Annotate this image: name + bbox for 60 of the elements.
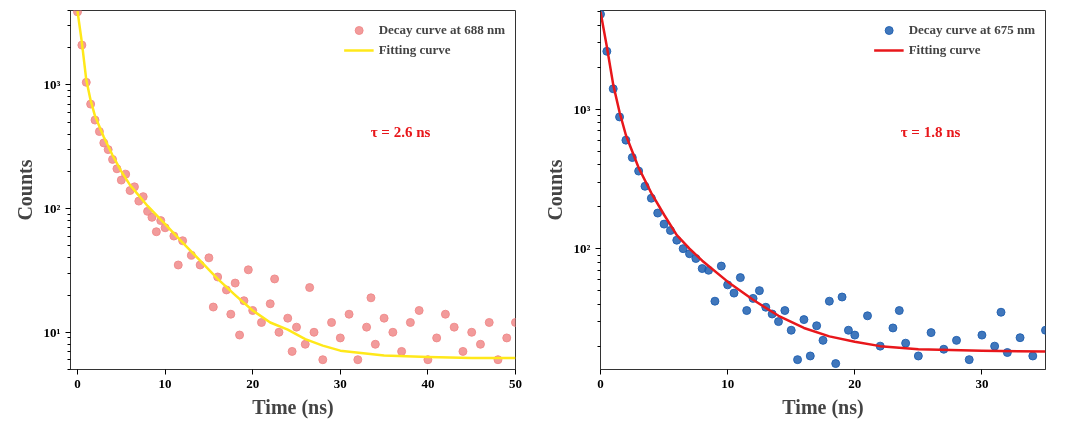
y-tick-label: 10² — [43, 201, 61, 217]
x-tick-label: 20 — [848, 375, 862, 391]
point — [799, 315, 809, 325]
point — [678, 244, 688, 254]
x-tick-label: 20 — [246, 375, 260, 391]
y-tick-label: 10² — [573, 241, 591, 257]
point — [659, 219, 669, 229]
point — [863, 311, 872, 321]
point — [786, 325, 796, 335]
x-tick-label: 10 — [158, 375, 172, 391]
point — [754, 286, 764, 296]
legend-label: Fitting curve — [378, 42, 451, 58]
legend-label: Fitting curve — [908, 42, 981, 58]
point — [990, 341, 1000, 351]
point — [1015, 333, 1025, 343]
x-axis-title: Time (ns) — [782, 395, 864, 419]
x-tick-label: 50 — [509, 375, 522, 391]
y-axis-title: Counts — [543, 159, 566, 221]
point — [926, 328, 936, 338]
point — [824, 296, 834, 306]
point — [805, 351, 815, 361]
point — [996, 307, 1006, 317]
point — [952, 335, 961, 345]
point — [780, 306, 790, 316]
y-tick-label: 10³ — [573, 101, 591, 117]
x-tick-label: 10 — [721, 375, 735, 391]
point — [894, 306, 904, 316]
point — [913, 351, 923, 361]
x-tick-label: 30 — [975, 375, 989, 391]
x-tick-label: 0 — [74, 375, 81, 391]
annotation: τ = 1.8 ns — [900, 123, 961, 140]
x-tick-label: 40 — [421, 375, 435, 391]
point — [964, 355, 974, 365]
point — [837, 292, 847, 302]
point — [901, 338, 911, 348]
point — [716, 261, 726, 271]
y-tick-label: 10¹ — [43, 324, 61, 340]
point — [843, 325, 853, 335]
x-axis-title: Time (ns) — [252, 395, 334, 419]
point — [818, 335, 828, 345]
point — [1028, 351, 1038, 361]
legend-label: Decay curve at 688 nm — [378, 22, 505, 38]
annotation: τ = 2.6 ns — [370, 123, 431, 140]
point — [831, 359, 841, 369]
point — [774, 317, 783, 327]
point — [653, 208, 663, 218]
point — [735, 273, 745, 283]
point — [710, 296, 720, 306]
point — [888, 323, 898, 333]
legend-label: Decay curve at 675 nm — [908, 22, 1035, 38]
y-axis-title: Counts — [13, 159, 36, 221]
point — [812, 321, 822, 331]
point — [793, 355, 803, 365]
point — [977, 330, 987, 340]
point — [850, 330, 860, 340]
point — [729, 288, 739, 298]
point — [742, 306, 752, 316]
y-tick-label: 10³ — [43, 77, 61, 93]
x-tick-label: 30 — [333, 375, 347, 391]
x-tick-label: 0 — [597, 375, 604, 391]
